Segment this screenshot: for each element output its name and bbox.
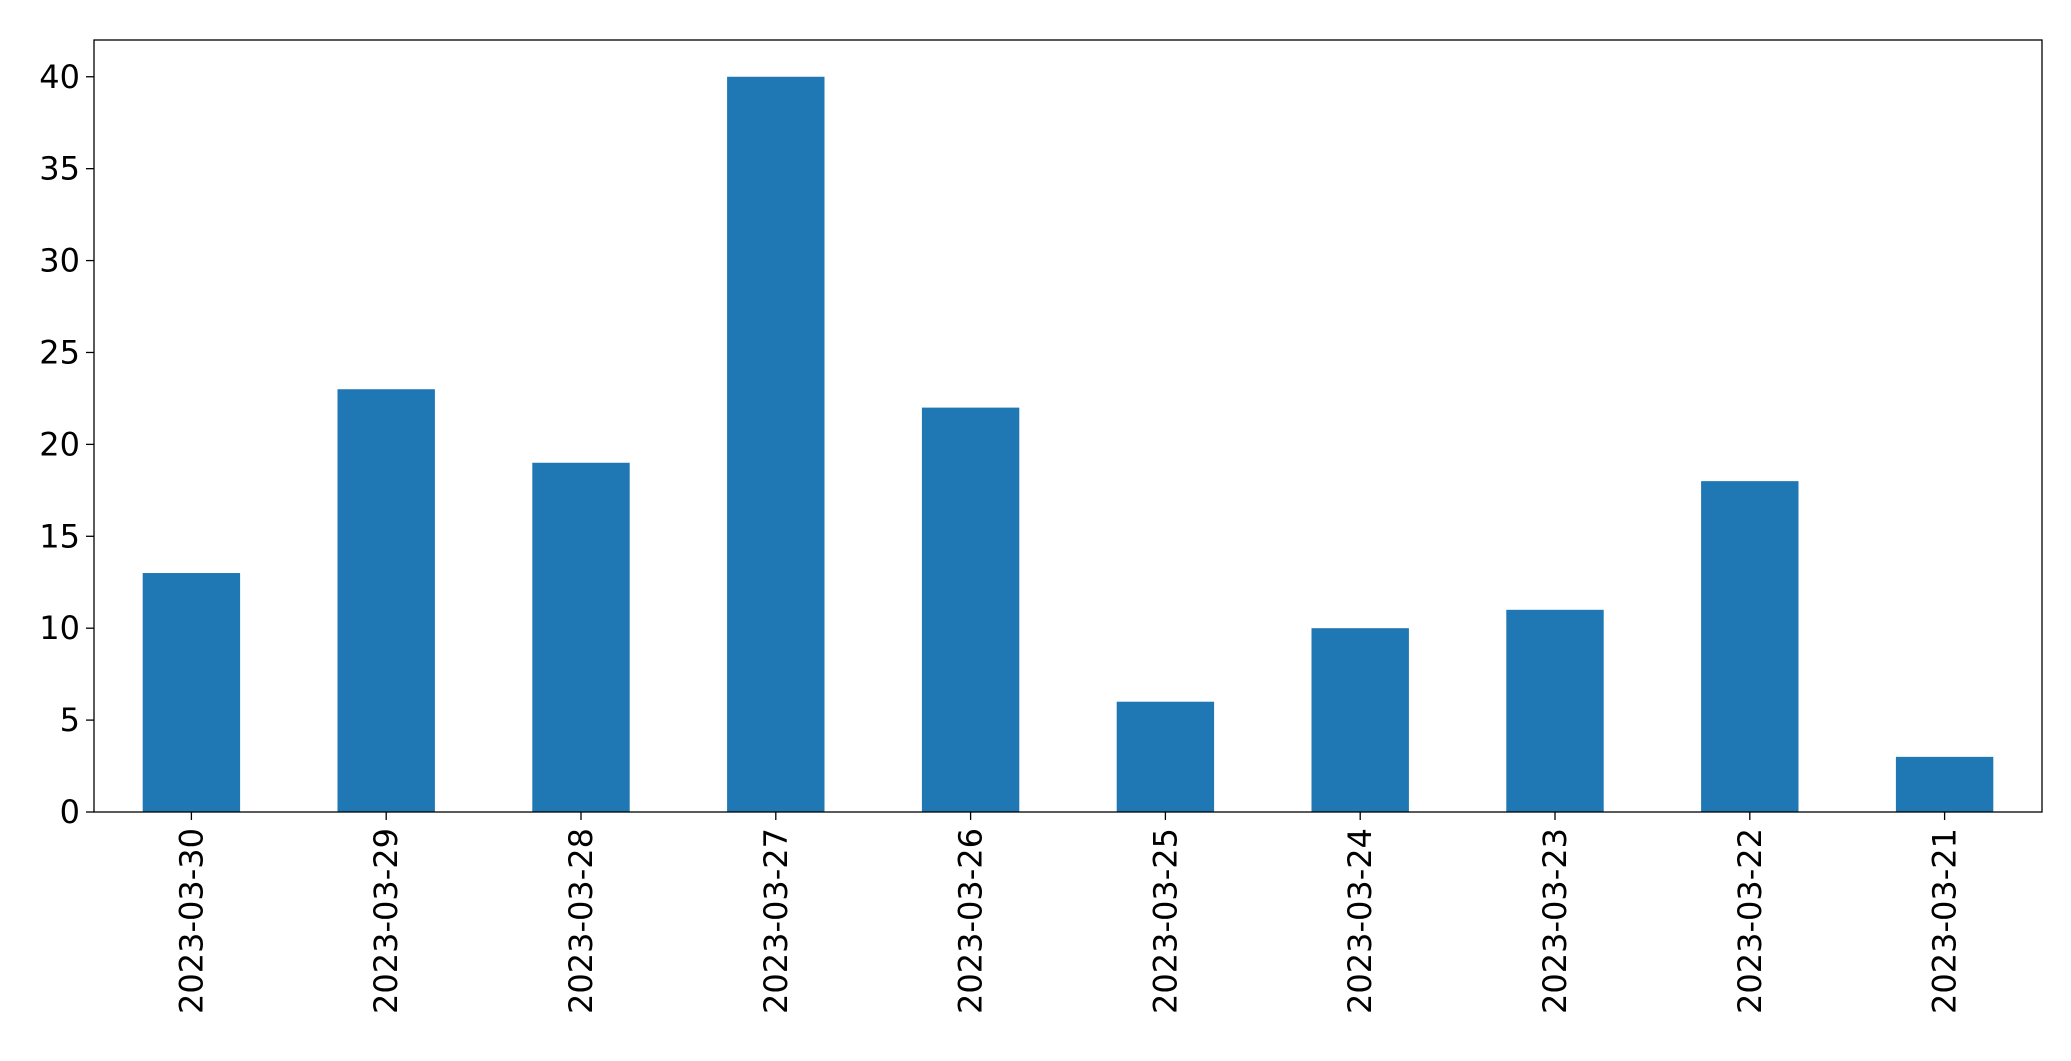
x-tick-label: 2023-03-26 [952,828,990,1014]
bar [1701,481,1799,812]
y-tick-label: 40 [39,58,80,96]
bar [727,76,825,812]
y-tick-label: 5 [60,701,80,739]
x-tick-label: 2023-03-30 [172,828,210,1014]
y-tick-label: 30 [39,242,80,280]
x-tick-label: 2023-03-22 [1731,828,1769,1014]
x-tick-label: 2023-03-24 [1341,828,1379,1014]
x-tick-label: 2023-03-27 [757,828,795,1014]
bar [1506,609,1604,812]
x-tick-label: 2023-03-29 [367,828,405,1014]
x-tick-label: 2023-03-25 [1146,828,1184,1014]
x-tick-label: 2023-03-23 [1536,828,1574,1014]
y-tick-label: 25 [39,333,80,371]
y-tick-label: 10 [39,609,80,647]
bar [142,573,241,812]
x-tick-label: 2023-03-28 [562,828,600,1014]
x-tick-label: 2023-03-21 [1926,828,1964,1014]
bar [532,462,630,812]
bar [337,389,435,812]
plot-frame [93,39,2043,813]
bar [1116,701,1215,812]
bar [1311,628,1409,812]
y-tick-label: 35 [39,150,80,188]
bar [1895,756,1994,812]
y-tick-label: 0 [60,793,80,831]
y-tick-label: 20 [39,425,80,463]
y-tick-label: 15 [39,517,80,555]
bar [921,407,1020,812]
